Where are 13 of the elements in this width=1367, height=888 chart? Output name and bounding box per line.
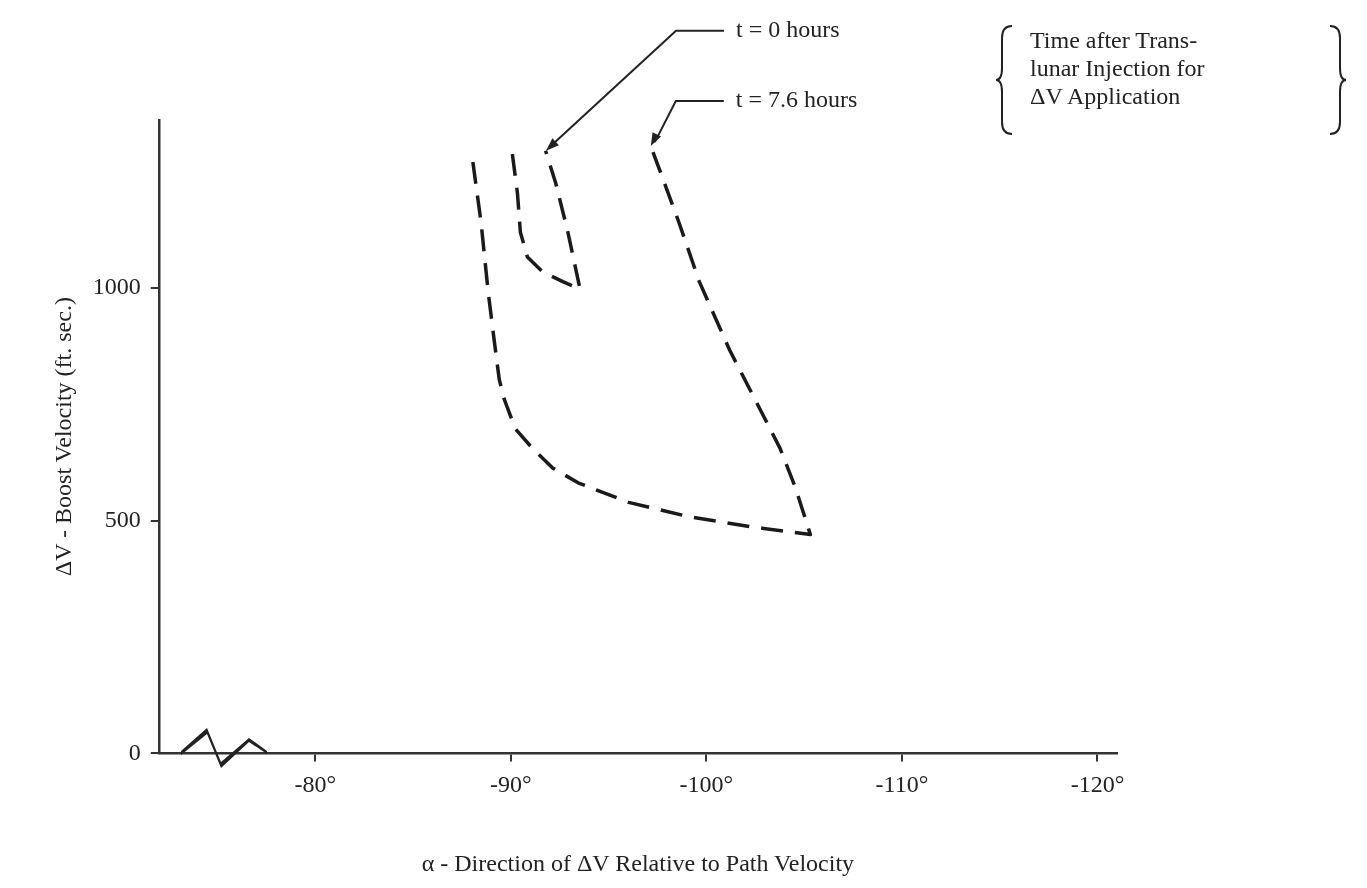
- annotation: t = 0 hours: [735, 16, 840, 43]
- x-tick-label: -90°: [489, 771, 532, 798]
- text: Time after Trans- lunar Injection for ΔV Application: [1030, 26, 1205, 110]
- x-tick-label: -80°: [294, 771, 337, 798]
- annotation: t = 7.6 hours: [735, 86, 858, 113]
- y-tick-label: 0: [128, 738, 141, 765]
- x-tick-label: -110°: [875, 771, 929, 798]
- y-tick-label: 1000: [92, 272, 141, 299]
- y-tick-label: 500: [104, 505, 141, 532]
- x-axis-title: α - Direction of ΔV Relative to Path Velocity: [421, 849, 855, 876]
- y-axis-title: ΔV - Boost Velocity (ft. sec.): [49, 297, 76, 577]
- x-tick-label: -120°: [1070, 771, 1125, 798]
- x-tick-label: -100°: [679, 771, 734, 798]
